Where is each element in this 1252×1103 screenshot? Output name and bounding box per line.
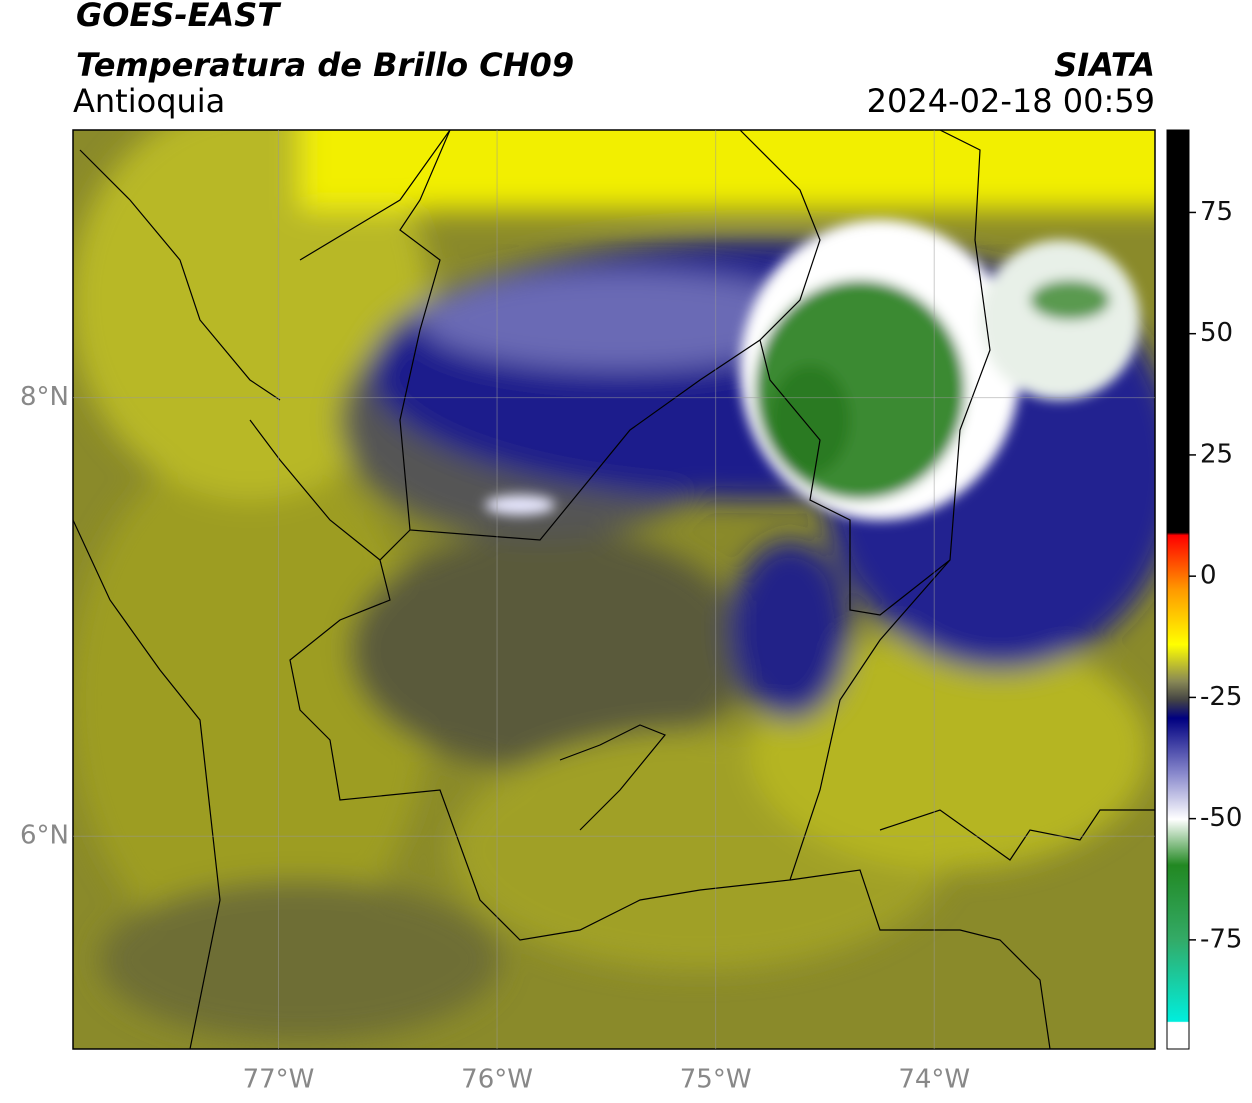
x-tick-label: 74°W (898, 1065, 970, 1095)
map-frame (72, 129, 1156, 1050)
colorbar-tick-label: -25 (1200, 682, 1242, 712)
axes: 77°W 76°W 75°W 74°W 8°N 6°N 75 50 25 0 -25 -50 -75 (20, 130, 1242, 1095)
datetime: 2024-02-18 00:59 (867, 82, 1155, 120)
y-tick-label: 8°N (20, 382, 69, 412)
colorbar (1166, 129, 1190, 1050)
y-tick-label: 6°N (20, 821, 69, 851)
subtitle: Temperatura de Brillo CH09 (76, 46, 574, 84)
x-tick-label: 76°W (461, 1065, 533, 1095)
colorbar-tick-label: 25 (1200, 439, 1233, 469)
colorbar-tick-label: -50 (1200, 803, 1242, 833)
title: GOES-EAST (76, 0, 281, 34)
colorbar-tick-label: 0 (1200, 561, 1217, 591)
colorbar-tick-label: -75 (1200, 924, 1242, 954)
colorbar-tick-label: 50 (1200, 318, 1233, 348)
region: Antioquia (73, 82, 225, 120)
source: SIATA (1054, 46, 1155, 84)
colorbar-tick-label: 75 (1200, 197, 1233, 227)
x-tick-label: 77°W (243, 1065, 315, 1095)
x-tick-label: 75°W (680, 1065, 752, 1095)
map-image (73, 130, 1155, 1049)
